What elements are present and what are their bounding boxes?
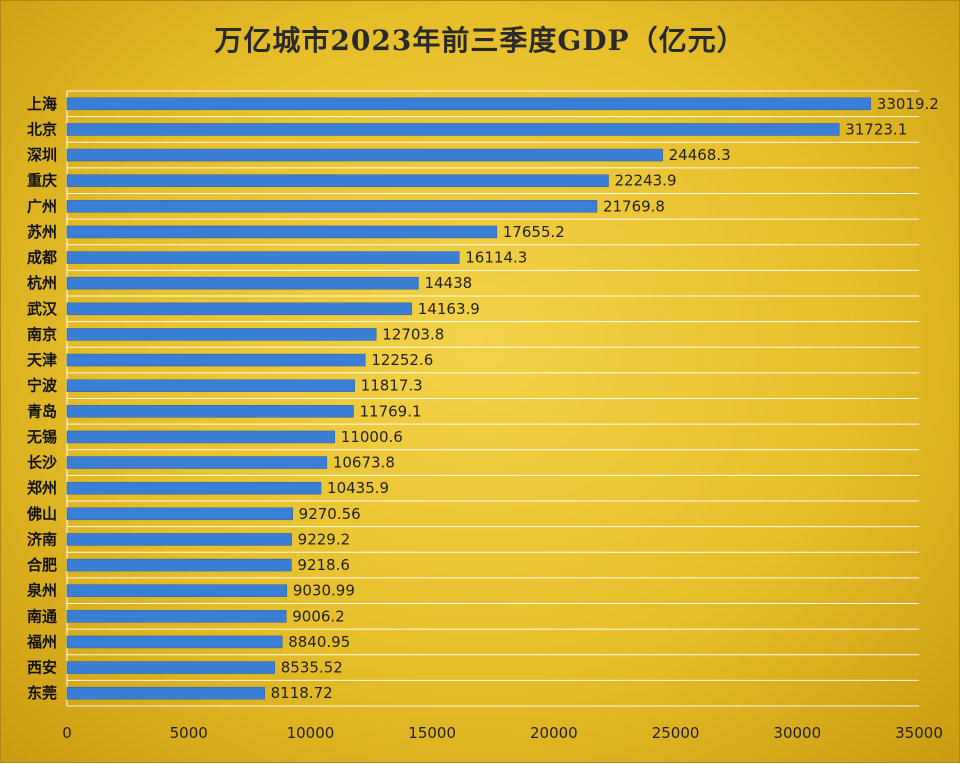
bar [66,97,872,111]
bar [66,584,288,597]
bar [66,251,460,264]
category-label: 武汉 [27,300,58,318]
data-label: 10435.9 [327,479,389,497]
data-label: 14163.9 [418,300,480,318]
category-label: 杭州 [27,274,57,292]
data-label: 14438 [424,274,472,292]
bar [66,174,609,187]
bar [66,379,355,392]
data-label: 11769.1 [359,402,421,420]
category-label: 南通 [27,607,57,625]
category-label: 苏州 [27,223,57,241]
bar [66,635,283,649]
data-label: 9030.99 [293,582,355,600]
bar [66,533,292,546]
bar [66,661,276,674]
category-label: 深圳 [27,146,57,164]
bar [66,430,336,444]
bar [66,123,840,136]
bar [66,558,292,572]
category-label: 东莞 [27,684,57,702]
data-label: 31723.1 [845,120,907,138]
category-label: 西安 [27,659,57,677]
data-label: 12703.8 [382,325,444,343]
data-label: 9218.6 [297,556,350,574]
category-label: 福州 [26,633,57,651]
x-tick-label: 30000 [773,724,821,742]
data-label: 9229.2 [298,530,351,548]
category-label: 重庆 [27,172,57,190]
category-label: 泉州 [26,582,57,600]
category-label: 青岛 [27,402,57,420]
bar [66,200,598,213]
data-label: 16114.3 [465,249,527,267]
category-label: 广州 [27,197,57,215]
category-label: 上海 [27,95,57,113]
x-tick-label: 0 [62,724,72,742]
data-label: 21769.8 [603,197,665,215]
bar [66,353,366,367]
x-tick-label: 5000 [170,724,208,742]
data-label: 22243.9 [614,172,676,190]
category-label: 成都 [27,249,57,267]
bar [66,148,663,162]
category-label: 南京 [27,325,57,343]
bar [66,610,287,623]
category-label: 济南 [27,530,57,548]
category-label: 长沙 [27,454,57,472]
data-label: 8840.95 [288,633,350,651]
bar [66,225,498,239]
data-label: 8535.52 [281,659,343,677]
x-tick-label: 10000 [287,724,335,742]
data-label: 12252.6 [371,351,433,369]
data-label: 24468.3 [669,146,731,164]
bar [66,456,328,469]
data-label: 8118.72 [271,684,333,702]
bar [66,686,265,700]
category-label: 天津 [27,351,57,369]
bar [66,328,377,341]
x-tick-label: 35000 [895,724,943,742]
bar [66,507,293,521]
data-label: 11817.3 [361,377,423,395]
category-label: 无锡 [26,428,57,446]
bar [66,405,354,418]
category-label: 合肥 [26,556,57,574]
data-label: 17655.2 [503,223,565,241]
data-label: 9006.2 [292,607,345,625]
category-label: 郑州 [27,479,57,497]
data-label: 9270.56 [299,505,361,523]
bar [66,302,413,316]
data-label: 33019.2 [877,95,939,113]
category-label: 北京 [27,120,57,138]
x-tick-label: 20000 [530,724,578,742]
x-tick-label: 25000 [652,724,700,742]
data-label: 11000.6 [341,428,403,446]
category-label: 宁波 [27,377,58,395]
category-label: 佛山 [26,505,57,523]
chart-title: 万亿城市2023年前三季度GDP（亿元） [214,24,746,57]
x-tick-label: 15000 [408,724,456,742]
data-label: 10673.8 [333,454,395,472]
bar [66,276,419,290]
bar [66,481,322,495]
